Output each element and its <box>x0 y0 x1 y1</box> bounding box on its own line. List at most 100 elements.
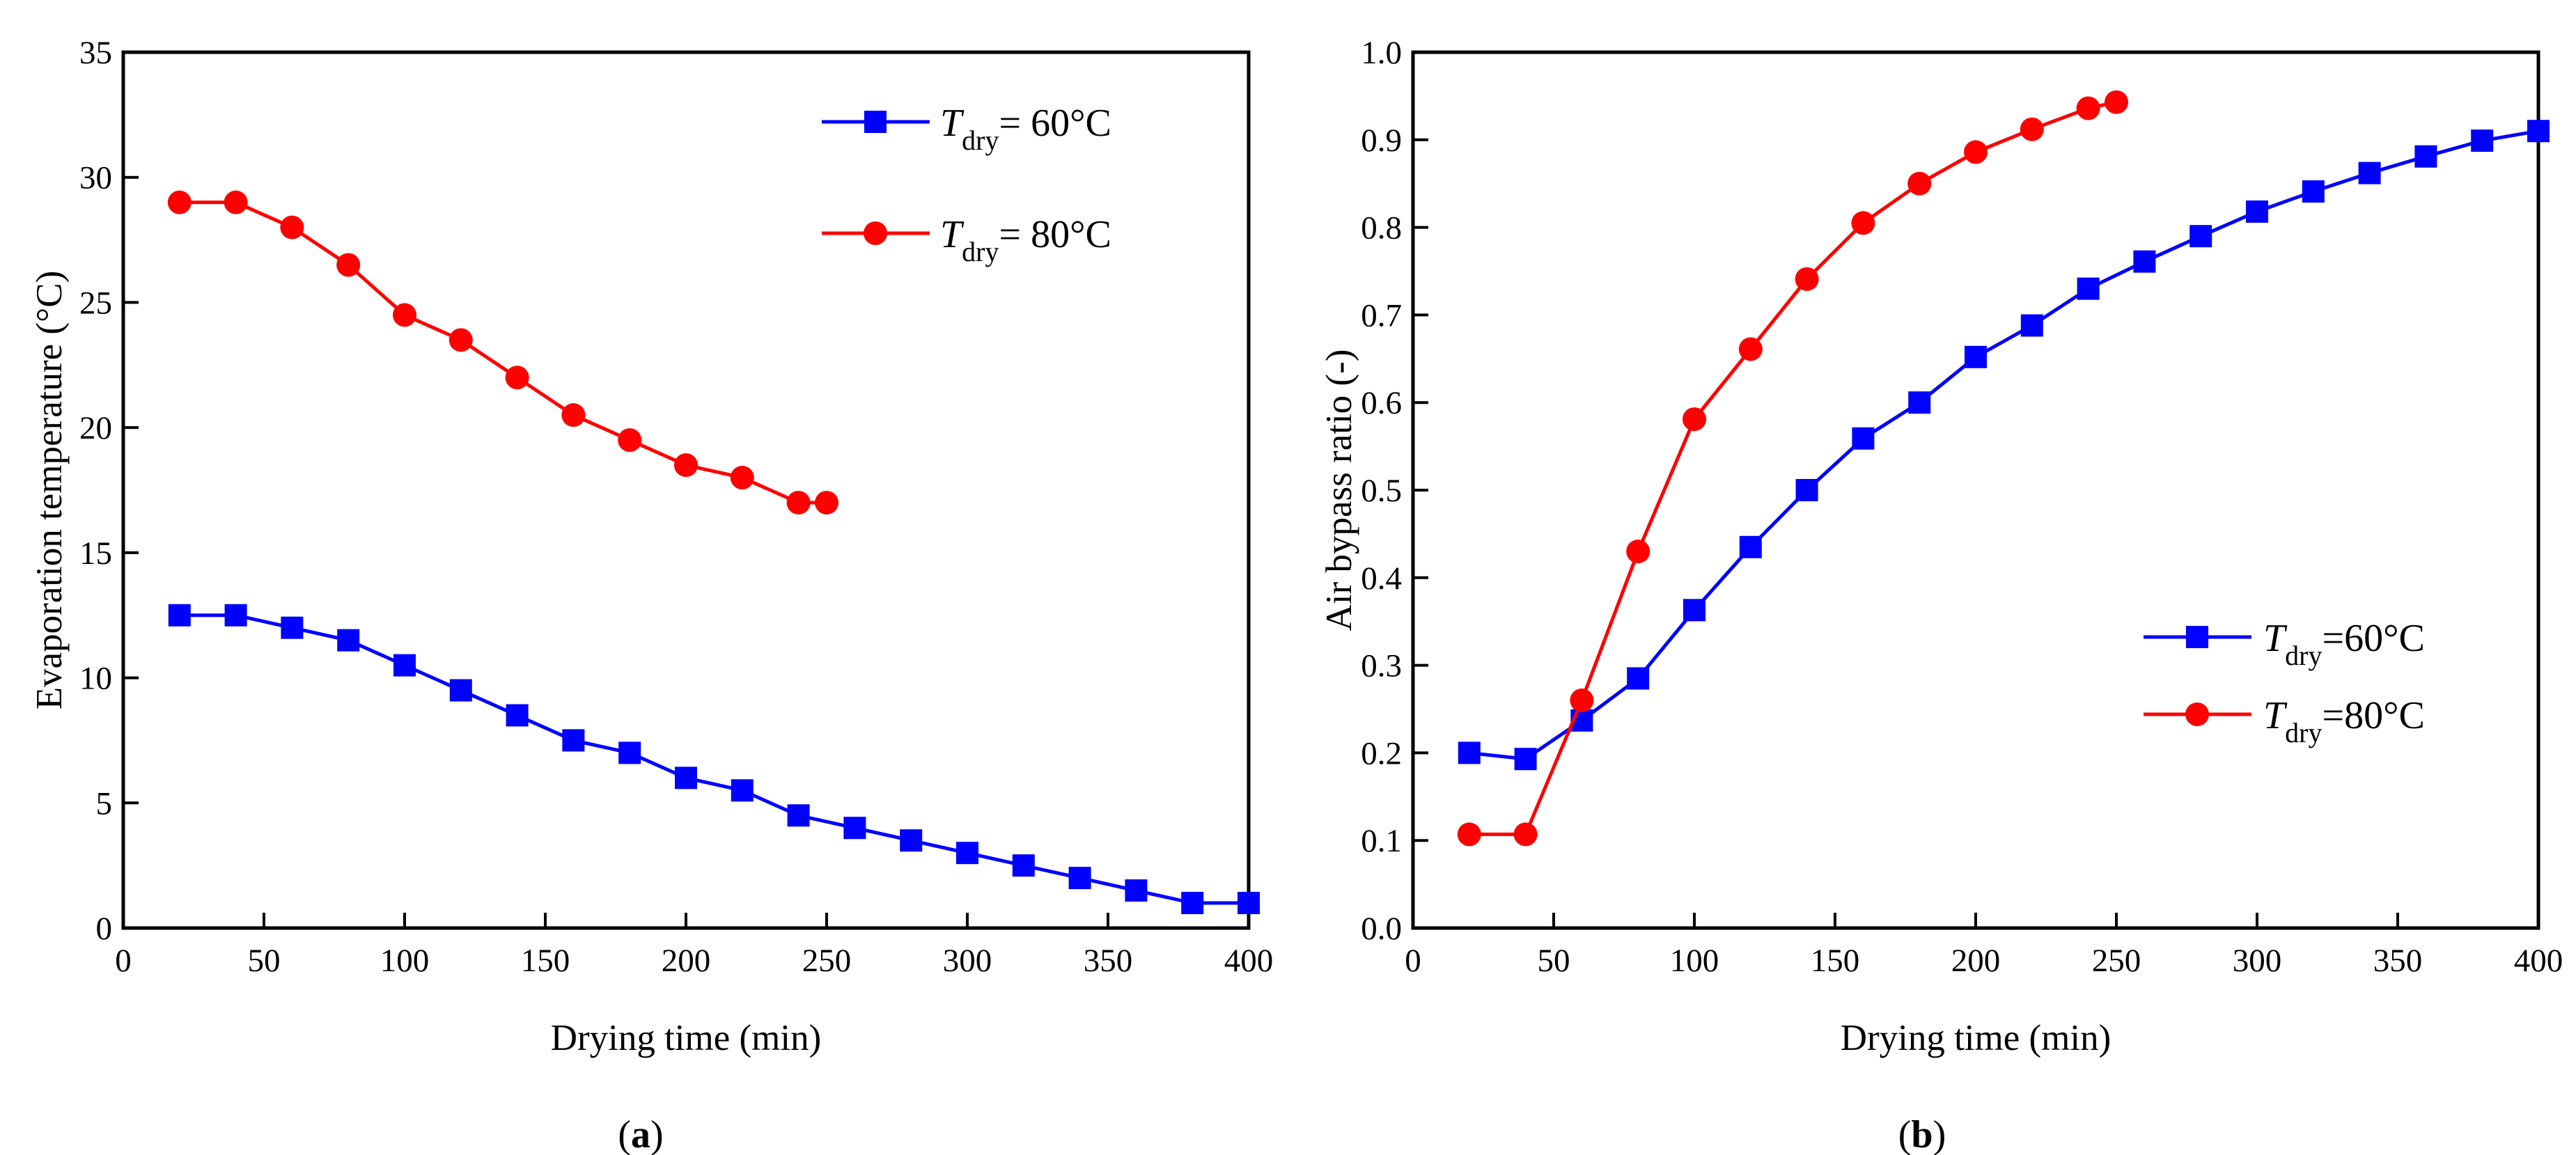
y-tick-label: 30 <box>79 160 112 196</box>
series-line-0 <box>1469 129 2539 761</box>
data-point-square <box>1012 854 1035 877</box>
data-point-square <box>1125 879 1148 902</box>
data-point-circle <box>674 453 698 478</box>
legend-symbol: T <box>940 102 965 145</box>
chart-a: 0 50 100 150 200 250 300 350 400 0 5 10 15 20 25 30 35 Dr… <box>29 35 1273 1155</box>
data-point-square <box>900 829 923 852</box>
data-point-square <box>2527 120 2550 143</box>
legend-subscript: dry <box>962 125 999 156</box>
data-point-square <box>1852 427 1875 450</box>
data-point-square <box>2302 180 2325 203</box>
legend-label: Tdry= 60°C <box>940 102 1111 156</box>
y-tick-label: 0.4 <box>1361 560 1402 597</box>
data-point-square <box>168 604 191 627</box>
data-point-square <box>224 604 247 627</box>
data-point-square <box>1627 667 1650 690</box>
data-point-circle <box>2076 96 2100 120</box>
legend-value: =80°C <box>2322 694 2424 737</box>
panel-label: (a) <box>618 1113 663 1155</box>
y-tick-label: 0 <box>96 911 113 947</box>
data-point-square <box>449 679 472 702</box>
x-tick-label: 300 <box>2233 943 2282 979</box>
data-point-square <box>2358 162 2381 184</box>
data-point-circle <box>1457 822 1481 847</box>
data-point-square <box>1181 892 1204 915</box>
x-tick-label: 350 <box>1084 943 1133 979</box>
data-point-square <box>1795 479 1818 501</box>
data-point-square <box>1683 599 1705 622</box>
data-point-square <box>843 817 866 840</box>
x-tick-label: 250 <box>802 943 852 979</box>
legend-label: Tdry=60°C <box>2263 617 2425 671</box>
legend-subscript: dry <box>2285 640 2322 671</box>
y-tick-label: 1.0 <box>1361 35 1402 71</box>
data-point-circle <box>2020 117 2044 141</box>
data-point-square <box>2471 129 2494 152</box>
y-tick-label: 10 <box>79 661 112 697</box>
data-point-square <box>675 767 697 789</box>
panel-label: (b) <box>1898 1113 1946 1155</box>
data-point-square <box>2189 225 2212 248</box>
data-point-circle <box>1738 337 1763 361</box>
data-point-square <box>1965 345 1987 368</box>
legend-marker-circle <box>864 221 887 245</box>
legend-marker-circle <box>2185 702 2209 726</box>
y-tick-label: 15 <box>79 535 112 572</box>
data-point-square <box>787 804 810 827</box>
x-tick-label: 200 <box>1951 943 2001 979</box>
data-point-square <box>2133 250 2156 273</box>
data-point-square <box>2077 277 2100 300</box>
legend-marker-square <box>2186 626 2208 648</box>
data-point-circle <box>224 190 248 214</box>
y-axis-label: Evaporation temperature (°C) <box>29 271 70 709</box>
legend-subscript: dry <box>962 236 999 267</box>
data-point-circle <box>393 303 416 327</box>
data-point-circle <box>561 403 586 427</box>
data-point-circle <box>786 490 811 514</box>
data-point-circle <box>336 253 361 277</box>
y-tick-label: 0.6 <box>1361 385 1402 421</box>
data-point-circle <box>1795 267 1819 291</box>
legend-symbol: T <box>2263 617 2288 660</box>
x-tick-label: 0 <box>115 943 132 979</box>
x-tick-label: 0 <box>1405 943 1421 979</box>
y-tick-label: 0.3 <box>1361 648 1402 684</box>
legend-symbol: T <box>940 213 965 256</box>
legend-label: Tdry= 80°C <box>940 213 1111 267</box>
x-tick-label: 300 <box>943 943 992 979</box>
data-point-circle <box>815 490 838 514</box>
series-line-1 <box>179 201 827 505</box>
data-point-circle <box>505 366 529 390</box>
x-tick-label: 250 <box>2092 943 2141 979</box>
data-point-circle <box>2105 90 2128 114</box>
x-tick-label: 100 <box>380 943 430 979</box>
x-tick-label: 50 <box>248 943 281 979</box>
chart-b: 0 50 100 150 200 250 300 350 400 0.0 0.1 0.2 0.3 0.4 0… <box>1319 35 2563 1155</box>
data-point-square <box>281 616 304 639</box>
y-tick-label: 0.9 <box>1361 123 1402 159</box>
legend-entry-1: Tdry=80°C <box>2144 694 2425 748</box>
x-tick-label: 150 <box>521 943 570 979</box>
data-point-square <box>562 729 585 752</box>
x-tick-label: 200 <box>662 943 711 979</box>
legend-value: = 80°C <box>999 213 1111 256</box>
data-point-circle <box>1851 211 1875 235</box>
data-point-circle <box>280 215 304 239</box>
y-tick-label: 0.1 <box>1361 823 1402 859</box>
data-point-square <box>1739 535 1762 558</box>
x-axis-label: Drying time (min) <box>551 1018 822 1058</box>
data-point-circle <box>1626 540 1650 564</box>
y-tick-label: 25 <box>79 285 112 321</box>
data-point-square <box>393 654 416 677</box>
data-point-square <box>1908 391 1931 414</box>
data-point-circle <box>618 428 642 453</box>
data-point-circle <box>1513 822 1538 847</box>
data-point-circle <box>730 466 754 490</box>
x-tick-label: 150 <box>1811 943 1860 979</box>
legend-marker-square <box>864 111 887 133</box>
data-point-circle <box>1570 688 1594 712</box>
series-line-0 <box>179 613 1249 905</box>
y-tick-label: 5 <box>96 785 113 822</box>
y-tick-label: 0.8 <box>1361 210 1402 246</box>
